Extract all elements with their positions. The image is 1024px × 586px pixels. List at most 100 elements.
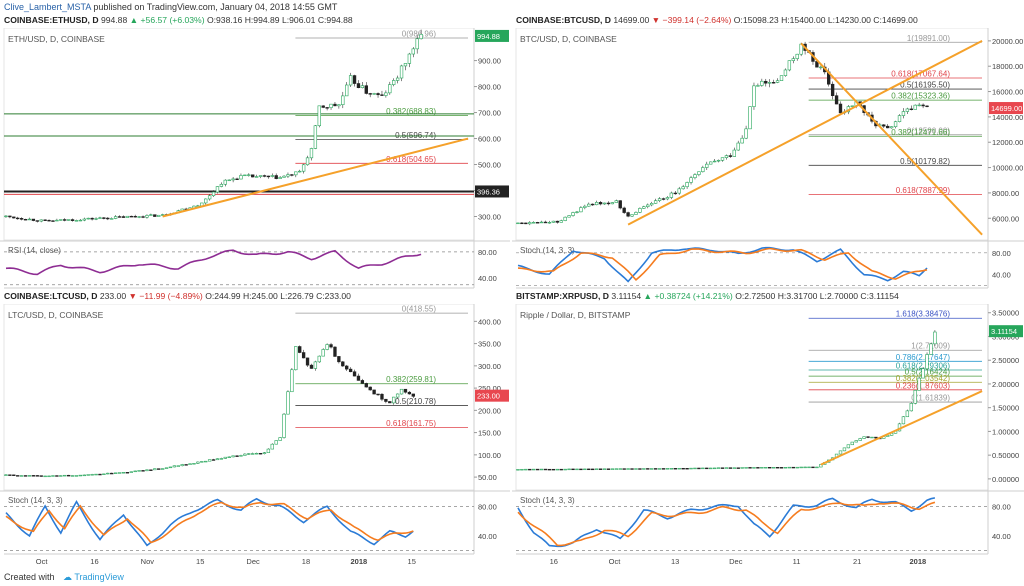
candle bbox=[321, 105, 325, 108]
candle bbox=[270, 443, 274, 450]
btc-chart-panel[interactable]: COINBASE:BTCUSD, D 14699.00 ▼ −399.14 (−… bbox=[512, 14, 1024, 290]
candle bbox=[407, 53, 412, 64]
x-tick-label: 15 bbox=[408, 557, 416, 566]
btc-chart-svg[interactable]: BTC/USD, D, COINBASE 6000.00 8000.00 10000.… bbox=[512, 28, 1024, 290]
candle bbox=[12, 216, 16, 219]
candle bbox=[219, 183, 224, 187]
eth-chart-panel[interactable]: COINBASE:ETHUSD, D 994.88 ▲ +56.57 (+6.0… bbox=[0, 14, 510, 290]
ohlc-high: H:245.00 bbox=[242, 291, 278, 301]
symbol-label: COINBASE:ETHUSD, D bbox=[4, 15, 99, 25]
chart-title: BTC/USD, D, COINBASE bbox=[520, 34, 617, 44]
candle bbox=[764, 467, 768, 469]
candle bbox=[31, 218, 36, 221]
candle bbox=[563, 468, 567, 471]
candle bbox=[520, 222, 524, 225]
candle bbox=[94, 218, 98, 220]
y-tick-label: 6000.00 bbox=[992, 214, 1019, 223]
change-arrow-down-icon: ▼ bbox=[128, 291, 138, 301]
candle bbox=[606, 468, 611, 470]
candle bbox=[917, 377, 921, 391]
ohlc-low: L:2.70000 bbox=[819, 291, 859, 301]
xrp-chart-panel[interactable]: BITSTAMP:XRPUSD, D 3.11154 ▲ +0.38724 (+… bbox=[512, 290, 1024, 568]
xrp-chart-svg[interactable]: Ripple / Dollar, D, BITSTAMP 0.00000 0.500… bbox=[512, 304, 1024, 568]
candle bbox=[685, 182, 689, 188]
candle bbox=[795, 466, 799, 469]
candle bbox=[298, 170, 302, 173]
candle bbox=[207, 195, 212, 200]
candle bbox=[247, 453, 251, 455]
last-price-tag bbox=[989, 102, 1023, 115]
candle bbox=[78, 219, 83, 222]
candle bbox=[176, 465, 180, 467]
candle bbox=[709, 467, 713, 470]
candle bbox=[262, 452, 267, 454]
candle bbox=[309, 364, 314, 369]
oscillator-label: RSI (14, close) bbox=[8, 246, 61, 255]
candle bbox=[215, 458, 220, 461]
last-price-tag-text: 14699.00 bbox=[991, 104, 1022, 113]
candle bbox=[650, 468, 654, 470]
candle bbox=[82, 474, 86, 477]
candle bbox=[669, 468, 674, 470]
candle bbox=[372, 389, 376, 395]
candle bbox=[117, 216, 122, 218]
candle bbox=[583, 205, 587, 208]
candle bbox=[850, 441, 854, 446]
candle bbox=[137, 470, 141, 472]
last-price: 14699.00 bbox=[613, 15, 650, 25]
eth-chart-svg[interactable]: ETH/USD, D, COINBASE300.00400.00500.0060… bbox=[0, 28, 510, 290]
candle bbox=[917, 104, 921, 107]
y-tick-label: 200.00 bbox=[478, 406, 501, 415]
candle bbox=[290, 174, 294, 176]
candle bbox=[407, 391, 412, 395]
candle bbox=[8, 474, 12, 476]
candle bbox=[622, 207, 626, 213]
candle bbox=[321, 349, 325, 357]
candle bbox=[157, 468, 161, 470]
candle bbox=[160, 214, 165, 216]
candle bbox=[211, 459, 216, 461]
oscillator-tick-label: 40.00 bbox=[478, 532, 497, 541]
candle bbox=[90, 217, 94, 220]
candle bbox=[681, 186, 685, 190]
candle bbox=[188, 463, 192, 465]
candle bbox=[110, 218, 114, 220]
candle bbox=[129, 215, 133, 218]
candle bbox=[638, 468, 642, 470]
candle bbox=[618, 468, 622, 470]
oscillator-line bbox=[5, 249, 422, 276]
candle bbox=[661, 468, 666, 470]
candle bbox=[571, 468, 575, 471]
candle bbox=[799, 466, 803, 469]
candle bbox=[419, 34, 423, 40]
candle bbox=[516, 469, 520, 471]
ltc-chart-panel[interactable]: COINBASE:LTCUSD, D 233.00 ▼ −11.99 (−4.8… bbox=[0, 290, 510, 568]
candle bbox=[266, 175, 271, 178]
y-tick-label: 1.50000 bbox=[992, 404, 1019, 413]
candle bbox=[27, 218, 32, 221]
tradingview-brand-link[interactable]: TradingView bbox=[74, 572, 124, 582]
candle bbox=[610, 468, 615, 470]
candle bbox=[591, 468, 595, 471]
fib-level-label: 0.382(15323.36) bbox=[891, 92, 950, 101]
author-link[interactable]: Clive_Lambert_MSTA bbox=[4, 2, 91, 12]
candle bbox=[901, 416, 906, 425]
x-tick-label: 16 bbox=[90, 557, 98, 566]
candle bbox=[551, 468, 556, 471]
candle bbox=[830, 83, 835, 96]
candle bbox=[12, 474, 16, 476]
oscillator-line bbox=[517, 247, 928, 282]
candle bbox=[39, 475, 43, 477]
x-tick-label: 2018 bbox=[910, 557, 927, 566]
ltc-chart-svg[interactable]: LTC/USD, D, COINBASE 50.00 100.00 150.00 200… bbox=[0, 304, 510, 568]
candle bbox=[716, 467, 721, 469]
fib-level-label: 0.618(2.29306) bbox=[896, 362, 951, 371]
candle bbox=[286, 391, 290, 415]
last-price-tag-text: 994.88 bbox=[477, 32, 500, 41]
candle bbox=[376, 393, 380, 396]
candle bbox=[74, 220, 79, 222]
candle bbox=[309, 148, 314, 159]
candle bbox=[712, 160, 717, 163]
fib-level-label: 0.618(17067.64) bbox=[891, 70, 950, 79]
symbol-header: COINBASE:BTCUSD, D 14699.00 ▼ −399.14 (−… bbox=[516, 15, 918, 25]
